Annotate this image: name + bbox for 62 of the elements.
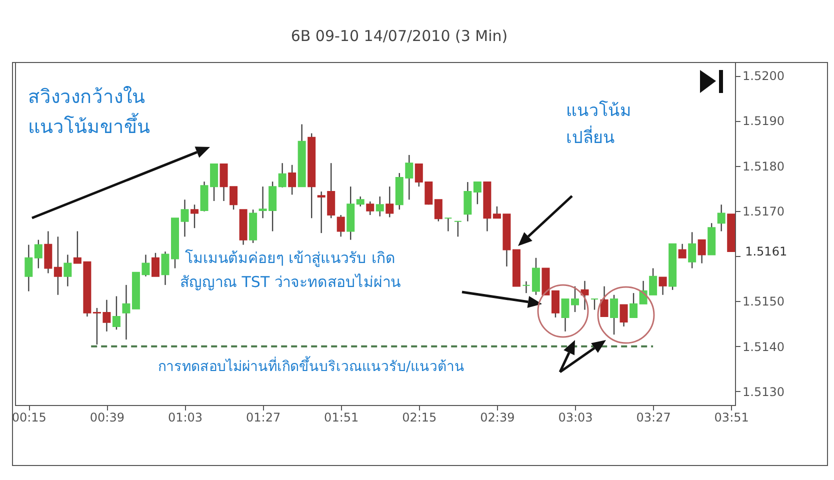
candlestick xyxy=(473,181,482,205)
candlestick xyxy=(288,164,296,196)
chart-title: 6B 09-10 14/07/2010 (3 Min) xyxy=(290,27,508,45)
candlestick xyxy=(376,196,384,217)
candlestick xyxy=(688,232,696,269)
y-tick-label: 1.5150 xyxy=(742,294,784,309)
candlestick xyxy=(532,257,540,296)
x-tick-label: 01:51 xyxy=(324,410,359,424)
x-tick-label: 00:39 xyxy=(90,410,125,424)
annotation: สวิงวงกว้างใน แนวโน้มขาขึ้น xyxy=(28,85,150,140)
y-tick-label: 1.5130 xyxy=(742,384,784,399)
y-tick-label: 1.5170 xyxy=(742,204,784,218)
y-tick-label: 1.5140 xyxy=(742,340,784,354)
candlestick xyxy=(561,298,570,332)
x-tick-label: 02:39 xyxy=(480,410,515,424)
candlestick xyxy=(610,294,618,336)
x-tick-label: 03:51 xyxy=(714,410,749,424)
candlestick xyxy=(698,239,706,264)
x-tick-label: 01:27 xyxy=(246,410,281,424)
candlestick xyxy=(600,286,608,318)
annotation: 1.5161 xyxy=(745,244,788,259)
candlestick xyxy=(122,284,130,340)
candlestick xyxy=(522,280,530,294)
candlestick xyxy=(112,296,120,330)
candlestick xyxy=(24,244,33,292)
candlestick xyxy=(54,236,62,296)
candlestick xyxy=(678,243,686,258)
candlestick xyxy=(278,162,286,188)
candlestick xyxy=(620,304,628,328)
candlestick xyxy=(444,218,452,232)
candlestick xyxy=(44,230,52,274)
annotation: การทดสอบไม่ผ่านที่เกิดขึ้นบริเวณแนวรับ/แนวต้าน xyxy=(158,356,465,377)
candlestick xyxy=(64,254,72,287)
candlestick xyxy=(658,276,667,296)
candlestick xyxy=(180,199,189,238)
x-tick-label: 00:15 xyxy=(12,410,46,424)
y-tick-label: 1.5190 xyxy=(742,114,784,128)
candlestick xyxy=(151,252,160,277)
candlestick xyxy=(464,181,472,222)
candlestick xyxy=(386,186,394,218)
candlestick xyxy=(454,220,462,238)
annotation: แนวโน้ม เปลี่ยน xyxy=(566,100,631,150)
candlestick xyxy=(190,204,199,229)
y-tick-label: 1.5200 xyxy=(742,69,784,84)
candlestick xyxy=(356,196,364,208)
x-tick-label: 02:15 xyxy=(402,410,437,424)
x-tick-label: 03:03 xyxy=(558,410,593,424)
candlestick xyxy=(590,298,599,310)
candlestick xyxy=(551,290,560,318)
candlestick xyxy=(161,250,170,286)
candlestick xyxy=(630,292,638,318)
y-tick-label: 1.5180 xyxy=(742,159,784,174)
annotation: โมเมนต้มค่อยๆ เข้าสู่แนวรับ เกิด สัญญาณ TST ว่าจะทดสอบไม่ผ่าน xyxy=(180,248,400,293)
candlestick xyxy=(580,280,589,310)
x-tick-label: 01:03 xyxy=(168,410,203,424)
candlestick xyxy=(336,214,345,238)
candlestick xyxy=(571,286,579,313)
candlestick xyxy=(366,200,374,216)
candlestick xyxy=(34,239,42,269)
x-tick-label: 03:27 xyxy=(636,410,671,424)
candlestick xyxy=(434,199,442,222)
candlestick xyxy=(717,204,726,232)
